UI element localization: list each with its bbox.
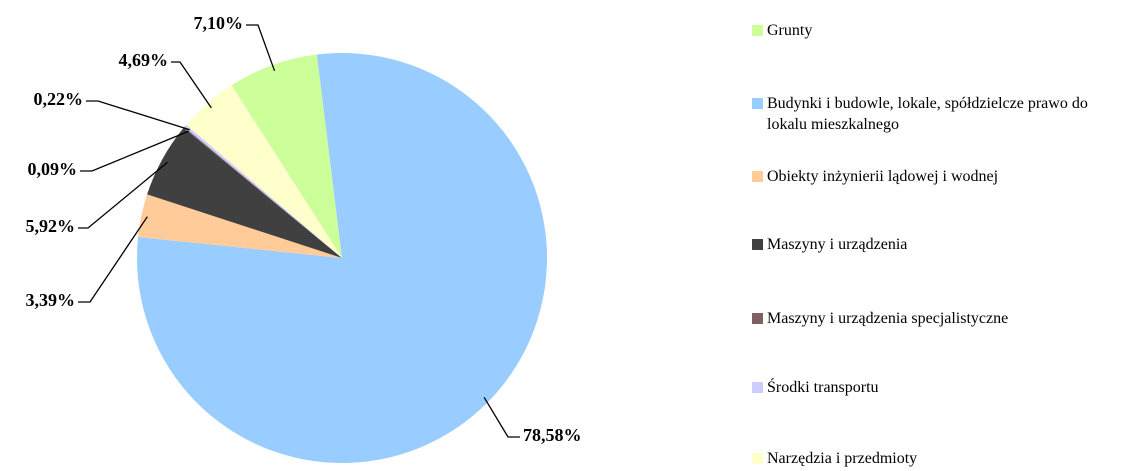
- pie-slice: [147, 127, 342, 258]
- legend-item: Maszyny i urządzenia: [752, 234, 1097, 255]
- pie-slice: [184, 124, 342, 258]
- data-label: 3,39%: [26, 290, 76, 310]
- legend-swatch: [752, 382, 763, 393]
- leader-line: [78, 161, 168, 229]
- leader-line: [171, 61, 212, 109]
- legend-swatch: [752, 171, 763, 182]
- leader-line: [78, 216, 148, 303]
- data-label: 4,69%: [119, 50, 169, 70]
- legend-label: Narzędzia i przedmioty: [767, 450, 918, 467]
- legend-swatch: [752, 313, 763, 324]
- pie-slice: [138, 194, 342, 258]
- leader-line: [86, 100, 191, 131]
- legend-label: Budynki i budowle, lokale, spółdzielcze …: [767, 95, 1088, 133]
- pie-chart: 7,10% 78,58% 3,39% 5,92% 0,09% 0,22% 4,69%: [26, 13, 582, 464]
- legend-label: Obiekty inżynierii lądowej i wodnej: [767, 168, 999, 185]
- leader-line: [80, 130, 189, 172]
- legend-label: Maszyny i urządzenia: [767, 236, 908, 253]
- pie-slice: [231, 54, 342, 259]
- legend-swatch: [752, 239, 763, 250]
- legend-label: Środki transportu: [767, 379, 879, 396]
- legend-label: Maszyny i urządzenia specjalistyczne: [767, 310, 1009, 327]
- leader-line: [246, 24, 276, 72]
- legend-swatch: [752, 453, 763, 464]
- legend-item: Obiekty inżynierii lądowej i wodnej: [752, 166, 1097, 187]
- leader-line: [483, 396, 520, 438]
- legend-swatch: [752, 25, 763, 36]
- legend-swatch: [752, 98, 763, 109]
- legend-item: Środki transportu: [752, 377, 1097, 398]
- pie-slice: [186, 85, 342, 258]
- legend-item: Narzędzia i przedmioty: [752, 448, 1097, 469]
- legend-item: Grunty: [752, 20, 1097, 41]
- legend-label: Grunty: [767, 22, 813, 39]
- pie-slice: [183, 126, 342, 259]
- legend-item: Budynki i budowle, lokale, spółdzielcze …: [752, 93, 1097, 135]
- data-label: 7,10%: [194, 13, 244, 33]
- data-label: 0,09%: [28, 159, 78, 179]
- data-label: 78,58%: [523, 425, 582, 445]
- legend: Grunty Budynki i budowle, lokale, spółdzi…: [752, 0, 1122, 471]
- data-label: 0,22%: [34, 89, 84, 109]
- data-label: 5,92%: [26, 216, 76, 236]
- legend-item: Maszyny i urządzenia specjalistyczne: [752, 308, 1097, 329]
